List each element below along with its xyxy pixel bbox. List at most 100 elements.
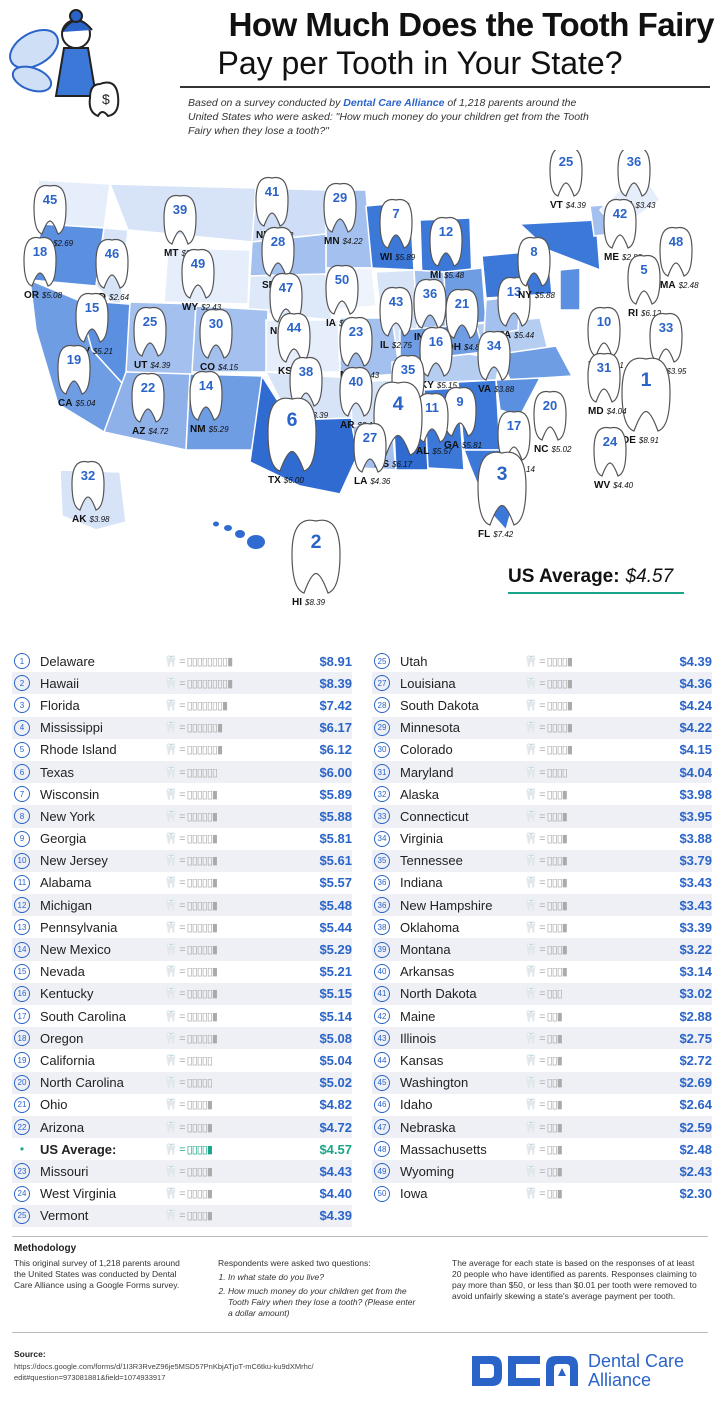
state-value: $4.36	[369, 477, 391, 486]
svg-text:$: $	[102, 91, 110, 107]
rank-badge: 16	[14, 985, 30, 1002]
rank-badge: 17	[14, 1008, 30, 1025]
state-marker-ak: 32 AK $3.98	[71, 460, 110, 525]
state-abbr: TX	[268, 475, 281, 486]
table-row: 40 Arkansas 🦷 = ▯▯▯▮ $3.14	[372, 961, 712, 983]
payout-value: $5.08	[319, 1030, 352, 1046]
state-marker-vt: 25 VT $4.39	[549, 150, 586, 211]
dollar-bills-icon: 🦷 = ▯▯▯▯▯▯▯▯▮	[164, 677, 233, 690]
table-row: 33 Connecticut 🦷 = ▯▯▯▮ $3.95	[372, 805, 712, 828]
dollar-bills-icon: 🦷 = ▯▯▯▮	[524, 944, 567, 957]
state-abbr: WY	[182, 302, 198, 313]
payout-value: $5.48	[319, 897, 352, 913]
state-rank: 17	[507, 418, 521, 433]
state-rank: 16	[429, 334, 443, 349]
state-marker-id: 46ID$2.64	[95, 238, 130, 303]
rank-badge: 22	[14, 1119, 30, 1136]
table-row: 14 New Mexico 🦷 = ▯▯▯▯▯▮ $5.29	[12, 938, 352, 961]
state-value: $5.08	[41, 291, 63, 300]
table-row: 28 South Dakota 🦷 = ▯▯▯▯▮ $4.24	[372, 694, 712, 716]
dollar-bills-icon: 🦷 = ▯▯▯▯▮	[164, 1188, 213, 1201]
rank-badge: 49	[374, 1163, 390, 1180]
payout-value: $5.15	[319, 986, 352, 1002]
state-rank: 14	[199, 378, 214, 393]
rank-badge: 25	[14, 1207, 30, 1224]
payout-value: $5.14	[319, 1008, 352, 1024]
state-name: Georgia	[40, 831, 87, 847]
state-name: Tennessee	[400, 853, 463, 869]
state-value: $2.75	[391, 341, 413, 350]
tooth-icon	[659, 226, 693, 277]
state-value: $5.29	[208, 425, 230, 434]
tooth-icon	[33, 184, 67, 235]
state-abbr: NM	[190, 424, 206, 435]
rank-badge: 33	[374, 808, 390, 825]
state-rank: 25	[559, 154, 573, 169]
state-label: VA $3.88	[478, 384, 515, 395]
tooth-icon	[379, 198, 413, 249]
state-rank: 2	[311, 531, 322, 553]
payout-value: $4.36	[679, 675, 712, 691]
dollar-bills-icon: 🦷 = ▯▯▯▯▮	[524, 722, 573, 735]
dollar-bills-icon: 🦷 = ▯▯▯▯▯▮	[164, 877, 218, 890]
state-abbr: CO	[200, 362, 215, 373]
state-name: New York	[40, 808, 95, 824]
tooth-icon	[325, 264, 359, 315]
state-abbr: MA	[660, 280, 676, 291]
state-abbr: DE	[622, 435, 636, 446]
rank-badge: 44	[374, 1052, 390, 1069]
table-row: 45 Washington 🦷 = ▯▯▮ $2.69	[372, 1071, 712, 1094]
state-label: CO $4.15	[200, 362, 239, 373]
tooth-icon	[549, 150, 583, 197]
dollar-bills-icon: 🦷 = ▯▯▯▮	[524, 921, 567, 934]
state-value: $5.04	[74, 399, 96, 408]
state-value: $4.22	[342, 237, 364, 246]
state-name: South Carolina	[40, 1008, 126, 1024]
state-abbr: FL	[478, 529, 490, 540]
dollar-bills-icon: 🦷 = ▯▯▯▯▯▮	[164, 988, 218, 1001]
rank-badge: 11	[14, 874, 30, 891]
tooth-icon	[419, 326, 453, 377]
state-value: $5.48	[443, 271, 465, 280]
state-rank: 27	[363, 430, 377, 445]
rank-badge: 2	[14, 675, 30, 692]
state-rank: 41	[265, 184, 279, 199]
payout-value: $2.48	[679, 1141, 712, 1157]
dollar-bills-icon: 🦷 = ▯▯▯▯▯▮	[164, 855, 218, 868]
state-name: Missouri	[40, 1163, 89, 1179]
dollar-bills-icon: 🦷 = ▯▯▯▯▮	[164, 1099, 213, 1112]
state-rank: 30	[209, 316, 223, 331]
state-name: New Jersey	[40, 853, 108, 869]
source-link[interactable]: https://docs.google.com/forms/d/1I3R3Rve…	[14, 1362, 314, 1382]
payout-value: $2.59	[679, 1119, 712, 1135]
tooth-icon	[445, 288, 479, 339]
payout-value: $5.57	[319, 875, 352, 891]
state-label: TX $6.00	[268, 475, 304, 486]
tooth-icon	[587, 352, 621, 403]
tooth-icon	[533, 390, 567, 441]
question-1: In what state do you live?	[228, 1272, 418, 1283]
table-row: 50 Iowa 🦷 = ▯▯▮ $2.30	[372, 1183, 712, 1205]
state-name: New Mexico	[40, 942, 111, 958]
state-name: Florida	[40, 697, 80, 713]
tooth-icon	[291, 519, 341, 594]
table-row: 39 Montana 🦷 = ▯▯▯▮ $3.22	[372, 938, 712, 961]
state-marker-la: 27 LA $4.36	[353, 422, 391, 487]
dollar-bills-icon: 🦷 = ▯▯▯▯▯▮	[164, 944, 218, 957]
payout-value: $5.89	[319, 786, 352, 802]
state-name: Mississippi	[40, 720, 103, 736]
methodology-questions: Respondents were asked two questions: In…	[218, 1258, 418, 1319]
us-map: 45WA$2.6918OR$5.0846ID$2.6439MT$3.2241ND…	[23, 150, 699, 608]
payout-value: $4.72	[319, 1119, 352, 1135]
state-rank: 22	[141, 380, 155, 395]
rank-badge: 31	[374, 764, 390, 781]
dollar-bills-icon: 🦷 = ▯▯▯▯▯▯▯▮	[164, 699, 228, 712]
state-label: NC $5.02	[534, 444, 572, 455]
rank-badge: 12	[14, 897, 30, 914]
dollar-bills-icon: 🦷 = ▯▯▯▯▯▯▯▯▮	[164, 655, 233, 668]
table-row: 2 Hawaii 🦷 = ▯▯▯▯▯▯▯▯▮ $8.39	[12, 672, 352, 695]
state-name: Kansas	[400, 1052, 444, 1068]
state-label: MD $4.04	[588, 406, 627, 417]
dollar-bills-icon: 🦷 = ▯▯▯▮	[524, 833, 567, 846]
